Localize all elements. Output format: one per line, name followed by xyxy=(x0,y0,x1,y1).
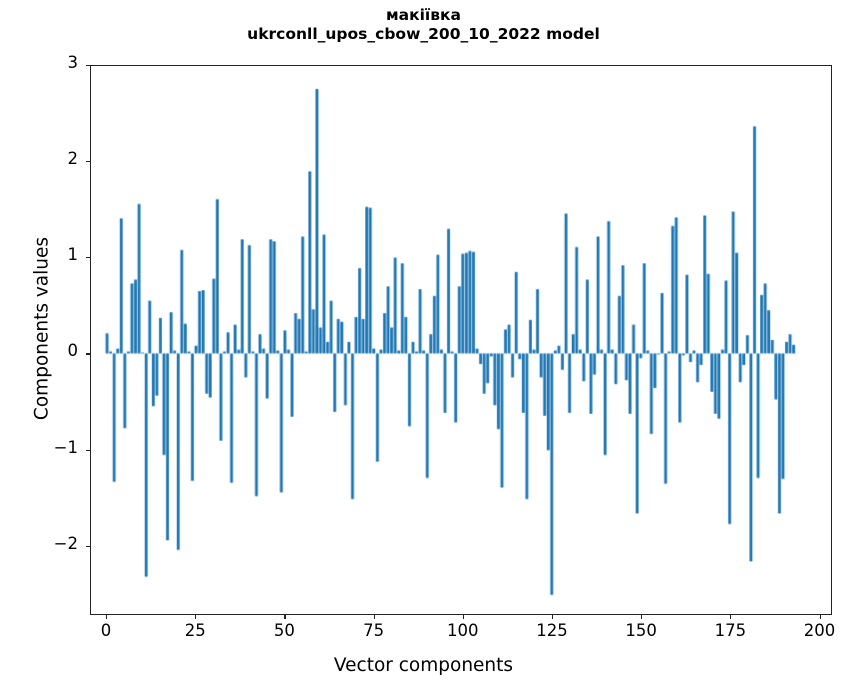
x-tick-label: 0 xyxy=(100,621,112,640)
y-tick-label-text: 3 xyxy=(67,53,79,72)
x-tick-mark xyxy=(641,615,643,620)
x-tick-mark xyxy=(284,615,286,620)
y-tick-label-text: 0 xyxy=(67,341,79,361)
x-tick-mark xyxy=(195,615,197,620)
x-tick-label: 175 xyxy=(714,621,747,640)
x-tick-label: 25 xyxy=(184,621,206,640)
x-tick-mark xyxy=(819,615,821,620)
chart-title: макіївка xyxy=(385,6,462,24)
x-tick-label: 200 xyxy=(803,621,836,640)
x-tick-mark xyxy=(106,615,108,620)
y-tick-label-text: 1 xyxy=(67,245,79,265)
y-tick-label-text: −1 xyxy=(53,437,78,457)
y-tick-label-text: −2 xyxy=(53,533,78,553)
plot-axes xyxy=(90,65,832,615)
x-tick-label: 100 xyxy=(447,621,479,640)
x-tick-mark xyxy=(730,615,732,620)
x-axis-label: Vector components xyxy=(333,655,514,676)
chart-subtitle: ukrconll_upos_cbow_200_10_2022 model xyxy=(247,25,600,43)
x-tick-label: 150 xyxy=(625,621,657,640)
x-tick-label: 125 xyxy=(536,621,568,640)
y-tick-label-text: 2 xyxy=(67,149,79,169)
x-tick-label: 75 xyxy=(363,621,385,640)
chart-title-block: макіївка ukrconll_upos_cbow_200_10_2022 … xyxy=(0,6,847,44)
y-axis-label: Components values xyxy=(31,236,53,421)
x-tick-mark xyxy=(551,615,554,620)
x-tick-mark xyxy=(462,615,464,620)
x-tick-mark xyxy=(373,615,375,620)
x-tick-label: 50 xyxy=(273,621,295,640)
bar-series-canvas xyxy=(91,66,831,614)
